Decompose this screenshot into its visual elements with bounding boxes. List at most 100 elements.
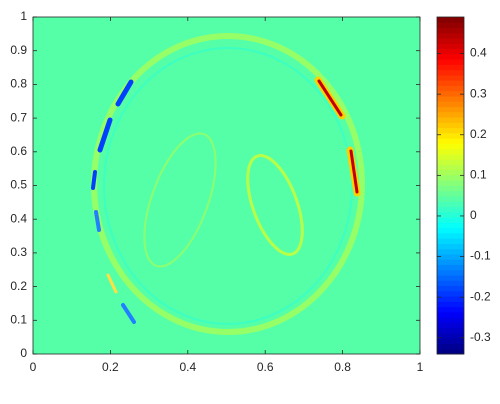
y-tick-label: 0.2 xyxy=(10,279,27,293)
colorbar-step xyxy=(437,64,464,71)
inner-ring xyxy=(103,47,353,325)
colorbar-step xyxy=(437,53,464,60)
colorbar-step xyxy=(437,217,464,223)
colorbar-step xyxy=(437,59,464,65)
colorbar-step xyxy=(437,43,464,50)
streak xyxy=(97,117,113,153)
colorbar-step xyxy=(437,169,464,176)
colorbar-step xyxy=(437,317,464,323)
colorbar-step xyxy=(437,311,464,318)
colorbar-step xyxy=(437,69,464,76)
colorbar-step xyxy=(437,290,464,297)
colorbar-step xyxy=(437,185,464,192)
y-tick-label: 0.5 xyxy=(10,178,27,192)
x-tick-label: 0.6 xyxy=(257,360,274,374)
colorbar-step xyxy=(437,222,464,229)
colorbar-step xyxy=(437,117,464,123)
colorbar-step xyxy=(437,296,464,302)
colorbar-step xyxy=(437,196,464,202)
colorbar-step xyxy=(437,201,464,208)
colorbar-step xyxy=(437,343,464,350)
x-tick-label: 0 xyxy=(30,360,37,374)
streak xyxy=(91,170,97,190)
colorbar-step xyxy=(437,111,464,118)
colorbar-tick-label: 0.3 xyxy=(470,86,487,100)
colorbar-step xyxy=(437,327,464,334)
colorbar-tick-label: -0.2 xyxy=(470,289,491,303)
colorbar-step xyxy=(437,132,464,139)
x-tick-label: 0.2 xyxy=(102,360,119,374)
colorbar-step xyxy=(437,138,464,144)
colorbar-step xyxy=(437,338,464,344)
colorbar-step xyxy=(437,269,464,276)
colorbar-step xyxy=(437,48,464,55)
colorbar-step xyxy=(437,280,464,287)
x-tick-label: 0.8 xyxy=(334,360,351,374)
colorbar-step xyxy=(437,38,464,44)
colorbar-step xyxy=(437,232,464,239)
colorbar-step xyxy=(437,159,464,165)
colorbar-step xyxy=(437,22,464,29)
colorbar-step xyxy=(437,95,464,102)
lung-right xyxy=(246,154,304,256)
y-tick-label: 0.4 xyxy=(10,211,27,225)
colorbar-tick-label: 0.1 xyxy=(470,168,487,182)
colorbar-step xyxy=(437,153,464,160)
colorbar-step xyxy=(437,211,464,218)
colorbar-tick-label: -0.1 xyxy=(470,249,491,263)
y-tick-label: 0.3 xyxy=(10,245,27,259)
streak xyxy=(106,273,118,294)
colorbar-step xyxy=(437,148,464,155)
colorbar-step xyxy=(437,174,464,181)
colorbar-step xyxy=(437,85,464,92)
colorbar-step xyxy=(437,143,464,150)
streak xyxy=(115,79,134,107)
colorbar-frame xyxy=(436,16,465,355)
colorbar-tick-label: 0.4 xyxy=(470,46,487,60)
colorbar-step xyxy=(437,322,464,329)
colorbar-step xyxy=(437,348,464,355)
colorbar-step xyxy=(437,180,464,186)
colorbar-step xyxy=(437,206,464,213)
y-tick-label: 1 xyxy=(20,9,27,23)
colorbar-step xyxy=(437,248,464,255)
colorbar-tick-label: -0.3 xyxy=(470,330,491,344)
x-tick-label: 1 xyxy=(417,360,424,374)
streak xyxy=(121,303,136,324)
y-tick-label: 0.1 xyxy=(10,312,27,326)
colorbar-tick-label: 0.2 xyxy=(470,127,487,141)
streak xyxy=(317,79,343,117)
y-tick-label: 0.8 xyxy=(10,77,27,91)
lung-left xyxy=(143,132,217,268)
colorbar-step xyxy=(437,238,464,244)
colorbar-step xyxy=(437,27,464,34)
y-tick-label: 0.6 xyxy=(10,144,27,158)
colorbar-step xyxy=(437,164,464,171)
colorbar-step xyxy=(437,127,464,134)
colorbar-step xyxy=(437,190,464,197)
colorbar-step xyxy=(437,80,464,86)
colorbar-step xyxy=(437,301,464,308)
colorbar-step xyxy=(437,306,464,313)
y-tick-label: 0 xyxy=(20,346,27,360)
colorbar-step xyxy=(437,122,464,129)
colorbar-step xyxy=(437,101,464,108)
colorbar-tick-label: 0 xyxy=(470,208,477,222)
colorbar-step xyxy=(437,106,464,113)
colorbar-step xyxy=(437,285,464,292)
x-tick-label: 0.4 xyxy=(179,360,196,374)
colorbar-step xyxy=(437,332,464,339)
colorbar-step xyxy=(437,32,464,39)
streak xyxy=(349,149,359,194)
streak xyxy=(94,210,101,232)
colorbar-step xyxy=(437,253,464,260)
colorbar-step xyxy=(437,243,464,250)
colorbar-step xyxy=(437,227,464,234)
image xyxy=(33,17,420,354)
colorbar-step xyxy=(437,17,464,23)
colorbar-step xyxy=(437,74,464,81)
colorbar-step xyxy=(437,259,464,265)
colorbar-step xyxy=(437,90,464,97)
colorbar-step xyxy=(437,264,464,271)
